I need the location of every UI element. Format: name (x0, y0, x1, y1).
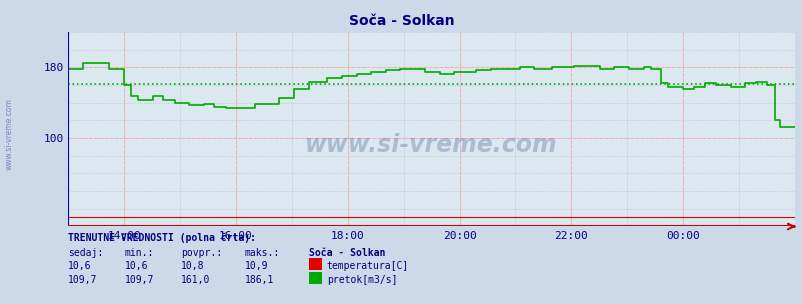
Text: 10,6: 10,6 (124, 261, 148, 271)
Text: 186,1: 186,1 (245, 275, 274, 285)
Text: www.si-vreme.com: www.si-vreme.com (5, 98, 14, 170)
Text: 161,0: 161,0 (180, 275, 210, 285)
Text: 109,7: 109,7 (124, 275, 154, 285)
Text: 109,7: 109,7 (68, 275, 98, 285)
Text: min.:: min.: (124, 248, 154, 258)
Text: Soča - Solkan: Soča - Solkan (348, 14, 454, 28)
Text: www.si-vreme.com: www.si-vreme.com (305, 133, 557, 157)
Text: povpr.:: povpr.: (180, 248, 221, 258)
Text: 10,8: 10,8 (180, 261, 204, 271)
Text: 10,9: 10,9 (245, 261, 268, 271)
Text: maks.:: maks.: (245, 248, 280, 258)
Text: temperatura[C]: temperatura[C] (326, 261, 408, 271)
Text: TRENUTNE VREDNOSTI (polna črta):: TRENUTNE VREDNOSTI (polna črta): (68, 233, 256, 243)
Text: 10,6: 10,6 (68, 261, 91, 271)
Text: sedaj:: sedaj: (68, 248, 103, 258)
Text: pretok[m3/s]: pretok[m3/s] (326, 275, 397, 285)
Text: Soča - Solkan: Soča - Solkan (309, 248, 385, 258)
